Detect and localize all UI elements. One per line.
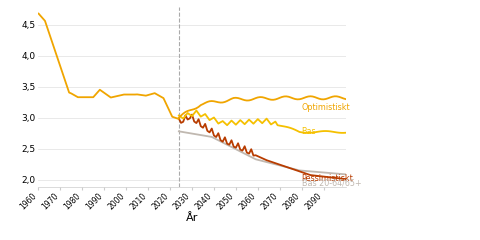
Text: Pessimistiskt: Pessimistiskt [302, 174, 353, 183]
Text: Bas: Bas [302, 127, 316, 136]
X-axis label: År: År [186, 213, 198, 223]
Text: Optimistiskt: Optimistiskt [302, 103, 350, 112]
Text: Bas 20-64/65+: Bas 20-64/65+ [302, 178, 361, 187]
